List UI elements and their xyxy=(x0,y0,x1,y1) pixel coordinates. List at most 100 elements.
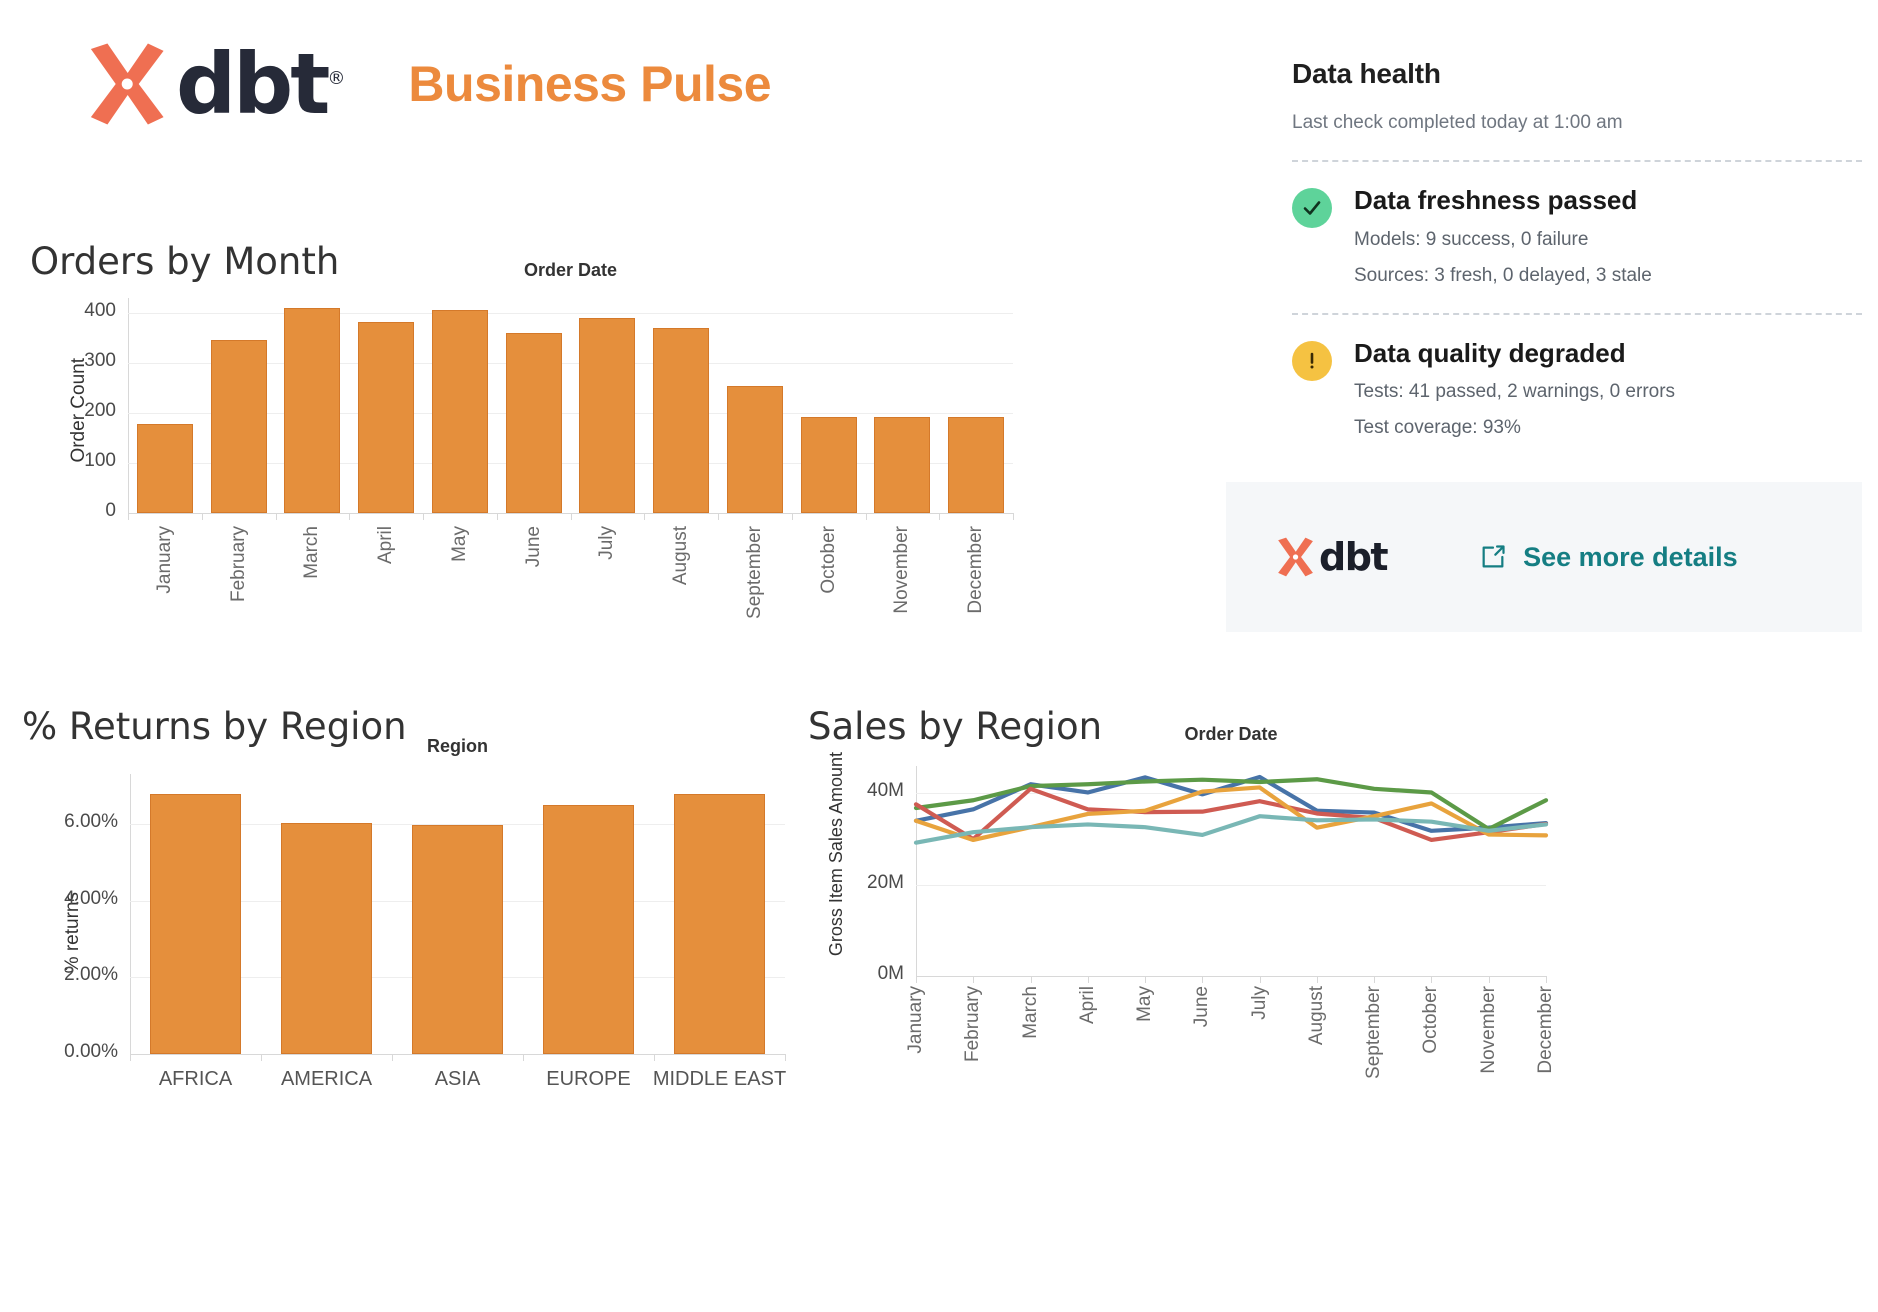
x-tick-mark xyxy=(423,513,424,520)
grid-line xyxy=(128,313,1013,314)
x-tick-label: June xyxy=(523,526,545,572)
y-tick-label: 6.00% xyxy=(64,810,118,832)
x-tick-label: March xyxy=(1020,986,1042,1044)
x-tick-mark xyxy=(1546,976,1547,983)
x-tick-label-text: January xyxy=(905,986,926,1054)
grid-line xyxy=(130,823,785,825)
x-tick-label-text: November xyxy=(891,526,913,614)
y-tick-label: 0 xyxy=(105,500,116,521)
warning-circle-icon xyxy=(1292,340,1332,381)
y-tick-label: 0M xyxy=(877,963,904,984)
external-link-icon[interactable] xyxy=(1479,543,1507,571)
bar xyxy=(948,417,1005,513)
y-tick-label: 100 xyxy=(84,450,116,471)
x-tick-label: MIDDLE EAST xyxy=(652,1068,787,1090)
x-tick-label-text: May xyxy=(1134,986,1156,1022)
x-tick-label: November xyxy=(891,526,913,619)
bar xyxy=(579,317,636,513)
dbt-x-mark-icon xyxy=(1278,537,1313,577)
orders-x-tick-labels: January February March April May June July Augu… xyxy=(128,520,1013,630)
see-more-details-panel: dbt See more details xyxy=(1226,482,1862,632)
x-tick-label: EUROPE xyxy=(546,1068,631,1090)
x-tick-label-text: December xyxy=(965,526,987,614)
grid-line xyxy=(128,413,1013,414)
x-tick-label-text: March xyxy=(301,526,323,579)
y-tick-label: 0.00% xyxy=(64,1041,118,1062)
x-tick-label-text: October xyxy=(817,526,839,594)
dbt-wordmark: dbt® xyxy=(176,35,345,133)
returns-x-axis-title: Region xyxy=(427,736,488,756)
grid-line xyxy=(128,363,1013,364)
bar xyxy=(542,804,635,1054)
x-tick-mark xyxy=(916,976,917,983)
x-tick-mark xyxy=(523,1054,524,1061)
x-tick-mark xyxy=(201,513,203,520)
x-tick-mark xyxy=(973,976,975,983)
x-tick-label: April xyxy=(375,526,397,569)
x-tick-label: August xyxy=(670,526,692,590)
sales-section-title: Sales by Region xyxy=(808,705,1103,748)
x-tick-mark xyxy=(1431,976,1433,983)
x-tick-mark xyxy=(275,513,277,520)
x-axis-line xyxy=(916,976,1546,977)
x-tick-label: May xyxy=(1134,986,1156,1027)
x-tick-label: March xyxy=(301,526,323,584)
x-tick-label: December xyxy=(1535,986,1557,1079)
x-tick-label-text: December xyxy=(1535,986,1556,1074)
divider xyxy=(1292,160,1862,162)
orders-plot-area: 0 100 200 300 400 xyxy=(84,298,1014,521)
x-tick-mark xyxy=(570,513,572,520)
x-tick-label: February xyxy=(962,986,984,1067)
x-tick-label-text: September xyxy=(1363,986,1385,1079)
status-detail-line: Test coverage: 93% xyxy=(1354,417,1521,439)
see-more-details-label[interactable]: See more details xyxy=(1523,541,1738,572)
x-tick-label: April xyxy=(1077,986,1099,1029)
x-tick-label-text: June xyxy=(1191,986,1213,1028)
bar xyxy=(358,322,415,513)
line-series-green xyxy=(913,777,1549,832)
x-tick-label-text: July xyxy=(1248,986,1270,1020)
y-axis-line xyxy=(128,298,129,513)
status-heading: Data quality degraded xyxy=(1354,337,1626,368)
y-axis-line xyxy=(916,766,917,976)
cta-dbt-wordmark: dbt xyxy=(1319,535,1389,579)
x-tick-label: ASIA xyxy=(434,1068,481,1090)
x-tick-mark xyxy=(496,513,498,520)
x-tick-label-text: June xyxy=(522,526,544,568)
x-tick-mark xyxy=(791,513,793,520)
y-tick-label: 2.00% xyxy=(64,964,118,986)
returns-plot-area: 0.00% 2.00% 4.00% 6.00% xyxy=(64,774,786,1062)
x-tick-mark xyxy=(349,513,351,520)
status-detail-line: Tests: 41 passed, 2 warnings, 0 errors xyxy=(1354,381,1676,403)
see-more-details-link[interactable]: See more details xyxy=(1479,542,1738,573)
returns-by-region-chart: Region % returns 0.00% 2.00% 4.00% 6.00% AF… xyxy=(22,722,822,1122)
status-detail-line: Models: 9 success, 0 failure xyxy=(1354,228,1589,250)
x-tick-label: AMERICA xyxy=(280,1068,373,1090)
dbt-logo: dbt® xyxy=(78,35,345,133)
y-axis-line xyxy=(130,774,131,1054)
status-detail-line: Sources: 3 fresh, 0 delayed, 3 stale xyxy=(1354,264,1652,286)
status-heading: Data freshness passed xyxy=(1354,185,1638,215)
check-circle-icon xyxy=(1292,188,1332,228)
x-tick-mark xyxy=(865,513,867,520)
x-tick-mark xyxy=(1013,513,1014,520)
x-tick-label: December xyxy=(965,526,987,619)
x-tick-label-text: February xyxy=(227,526,249,603)
orders-section-title: Orders by Month xyxy=(30,240,340,283)
bar xyxy=(653,327,710,513)
y-tick-label: 40M xyxy=(867,780,904,802)
x-tick-mark xyxy=(392,1054,393,1061)
x-tick-label-text: April xyxy=(1076,986,1098,1025)
bar xyxy=(136,424,193,513)
sales-x-tick-labels: January February March April May June July Augu… xyxy=(905,980,1556,1100)
x-tick-label: July xyxy=(1249,986,1271,1025)
x-tick-label: July xyxy=(596,526,618,565)
line-series-teal xyxy=(913,814,1549,845)
x-tick-mark xyxy=(1374,976,1376,983)
x-tick-label-text: April xyxy=(375,526,397,565)
data-health-panel: Data health Last check completed today a… xyxy=(1292,58,1862,439)
x-tick-mark xyxy=(1145,976,1147,983)
x-tick-label: October xyxy=(1420,986,1442,1059)
y-tick-label: 20M xyxy=(867,871,904,893)
sales-x-axis-title: Order Date xyxy=(1184,724,1278,744)
